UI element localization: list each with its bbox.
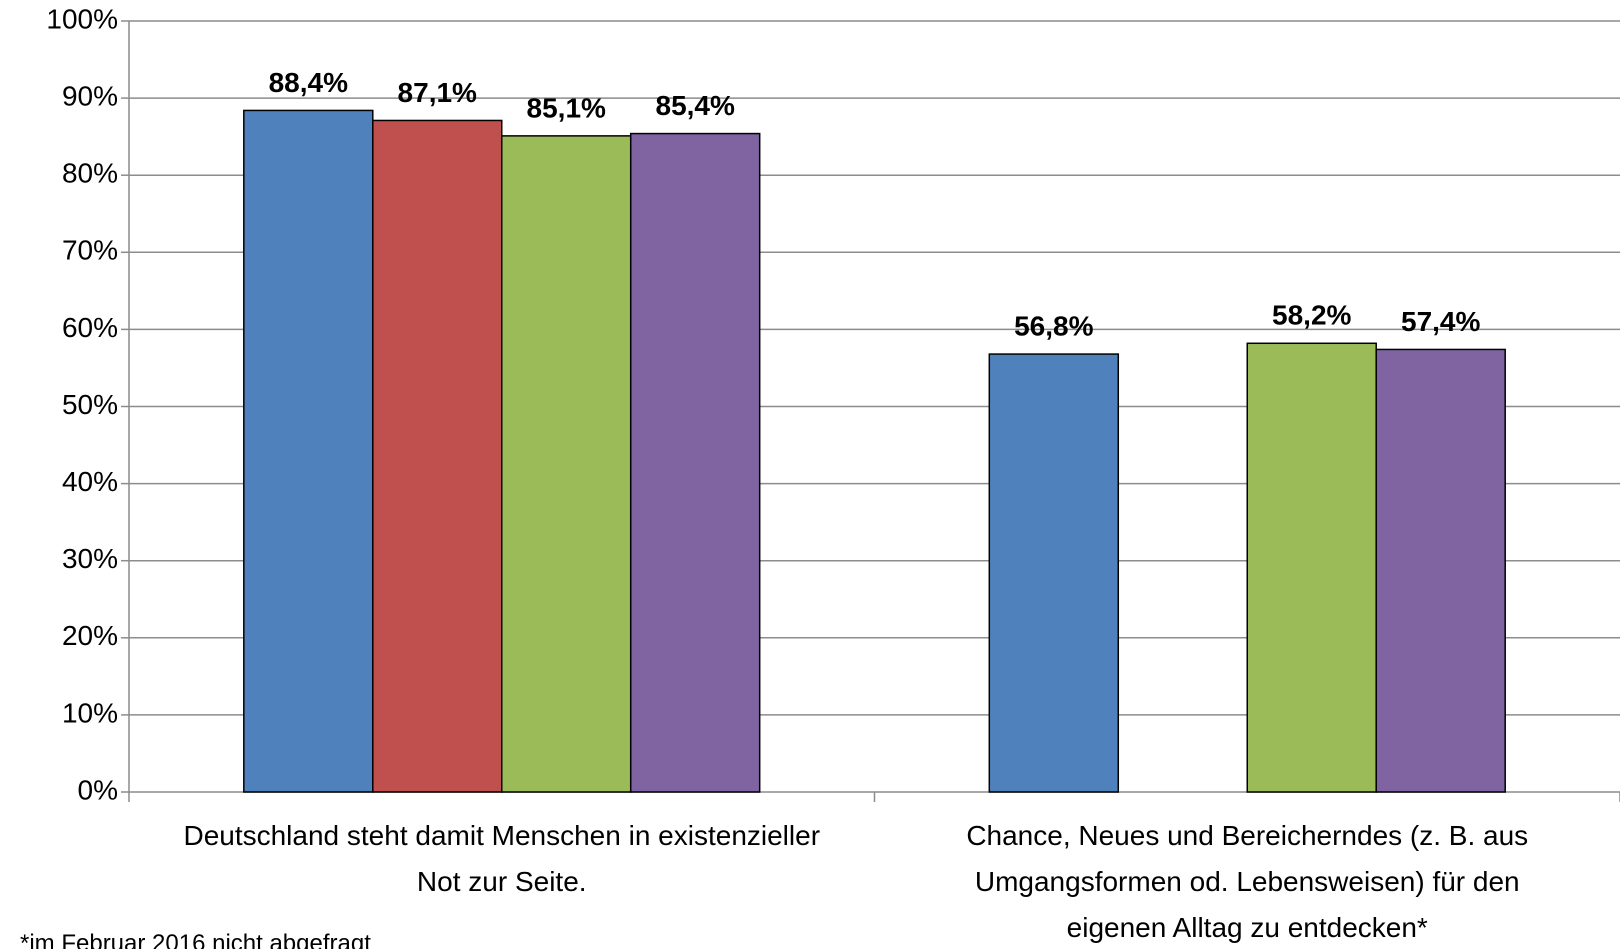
y-tick-label: 90% bbox=[62, 80, 118, 111]
y-tick-label: 60% bbox=[62, 312, 118, 343]
y-tick-label: 0% bbox=[78, 774, 118, 805]
footnote: *im Februar 2016 nicht abgefragt bbox=[20, 930, 371, 949]
data-label: 85,4% bbox=[656, 90, 735, 121]
bar bbox=[988, 353, 1120, 793]
bar bbox=[1375, 348, 1506, 793]
y-tick-label: 40% bbox=[62, 466, 118, 497]
bar bbox=[1246, 342, 1377, 793]
y-tick-label: 100% bbox=[46, 3, 118, 34]
data-label: 58,2% bbox=[1272, 300, 1351, 331]
x-tick-label: Chance, Neues und Bereicherndes (z. B. a… bbox=[966, 820, 1529, 943]
y-tick-label: 50% bbox=[62, 389, 118, 420]
x-tick-label: Deutschland steht damit Menschen in exis… bbox=[183, 820, 821, 897]
data-label: 88,4% bbox=[269, 67, 348, 98]
data-label: 85,1% bbox=[527, 92, 606, 123]
data-label: 57,4% bbox=[1401, 306, 1480, 337]
data-label: 87,1% bbox=[398, 77, 477, 108]
y-tick-label: 20% bbox=[62, 620, 118, 651]
bar bbox=[629, 132, 761, 793]
y-tick-label: 80% bbox=[62, 158, 118, 189]
data-label: 56,8% bbox=[1014, 310, 1093, 341]
y-tick-label: 70% bbox=[62, 235, 118, 266]
bar bbox=[372, 119, 503, 793]
y-tick-label: 30% bbox=[62, 543, 118, 574]
bar bbox=[501, 135, 632, 793]
bar bbox=[243, 109, 374, 793]
y-tick-label: 10% bbox=[62, 697, 118, 728]
